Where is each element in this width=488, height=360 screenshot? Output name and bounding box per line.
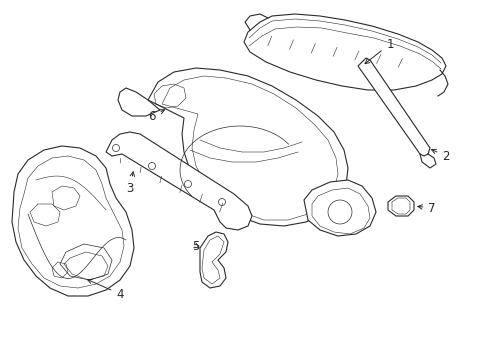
Polygon shape bbox=[106, 132, 251, 230]
Text: 1: 1 bbox=[364, 37, 393, 64]
Text: 6: 6 bbox=[148, 109, 164, 122]
Polygon shape bbox=[387, 196, 413, 216]
Polygon shape bbox=[12, 146, 134, 296]
Polygon shape bbox=[118, 88, 160, 116]
Polygon shape bbox=[148, 68, 347, 226]
Text: 7: 7 bbox=[417, 202, 435, 215]
Text: 3: 3 bbox=[126, 172, 134, 194]
Polygon shape bbox=[244, 14, 445, 90]
Text: 2: 2 bbox=[430, 149, 449, 162]
Text: 5: 5 bbox=[192, 239, 199, 252]
Polygon shape bbox=[200, 232, 227, 288]
Polygon shape bbox=[357, 58, 429, 156]
Polygon shape bbox=[304, 180, 375, 236]
Text: 4: 4 bbox=[87, 279, 123, 301]
